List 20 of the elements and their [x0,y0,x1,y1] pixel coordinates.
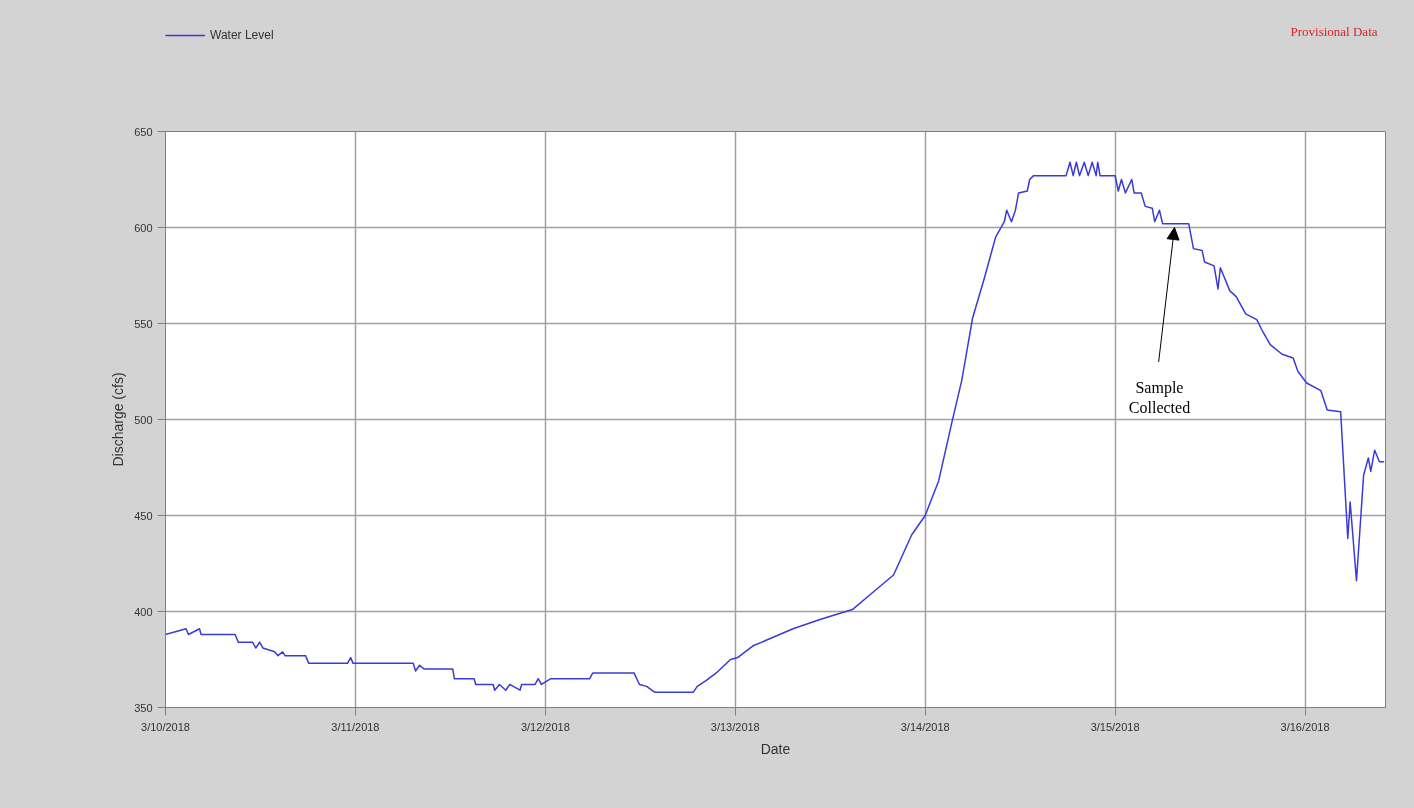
x-tick-label: 3/15/2018 [1090,720,1140,733]
x-tick-label: 3/11/2018 [331,720,380,733]
y-tick-label: 550 [134,317,153,330]
x-tick-label: 3/12/2018 [520,720,570,733]
y-tick-label: 350 [134,701,153,714]
y-axis-title: Discharge (cfs) [110,372,127,467]
y-tick-label: 650 [134,125,153,138]
legend-label: Water Level [210,28,274,42]
x-tick-label: 3/16/2018 [1280,720,1330,733]
x-tick-label: 3/10/2018 [141,720,190,733]
text: Provisional Data [1290,23,1378,39]
y-tick-label: 500 [134,413,153,426]
x-tick-label: 3/13/2018 [710,720,760,733]
y-tick-label: 400 [134,605,153,618]
y-tick-label: 450 [134,509,153,522]
x-axis-title: Date [760,740,791,757]
line-series [165,161,1385,693]
y-tick-label: 600 [134,221,153,234]
x-tick-label: 3/14/2018 [900,720,950,733]
annotation: Sample Collected [1128,378,1191,417]
